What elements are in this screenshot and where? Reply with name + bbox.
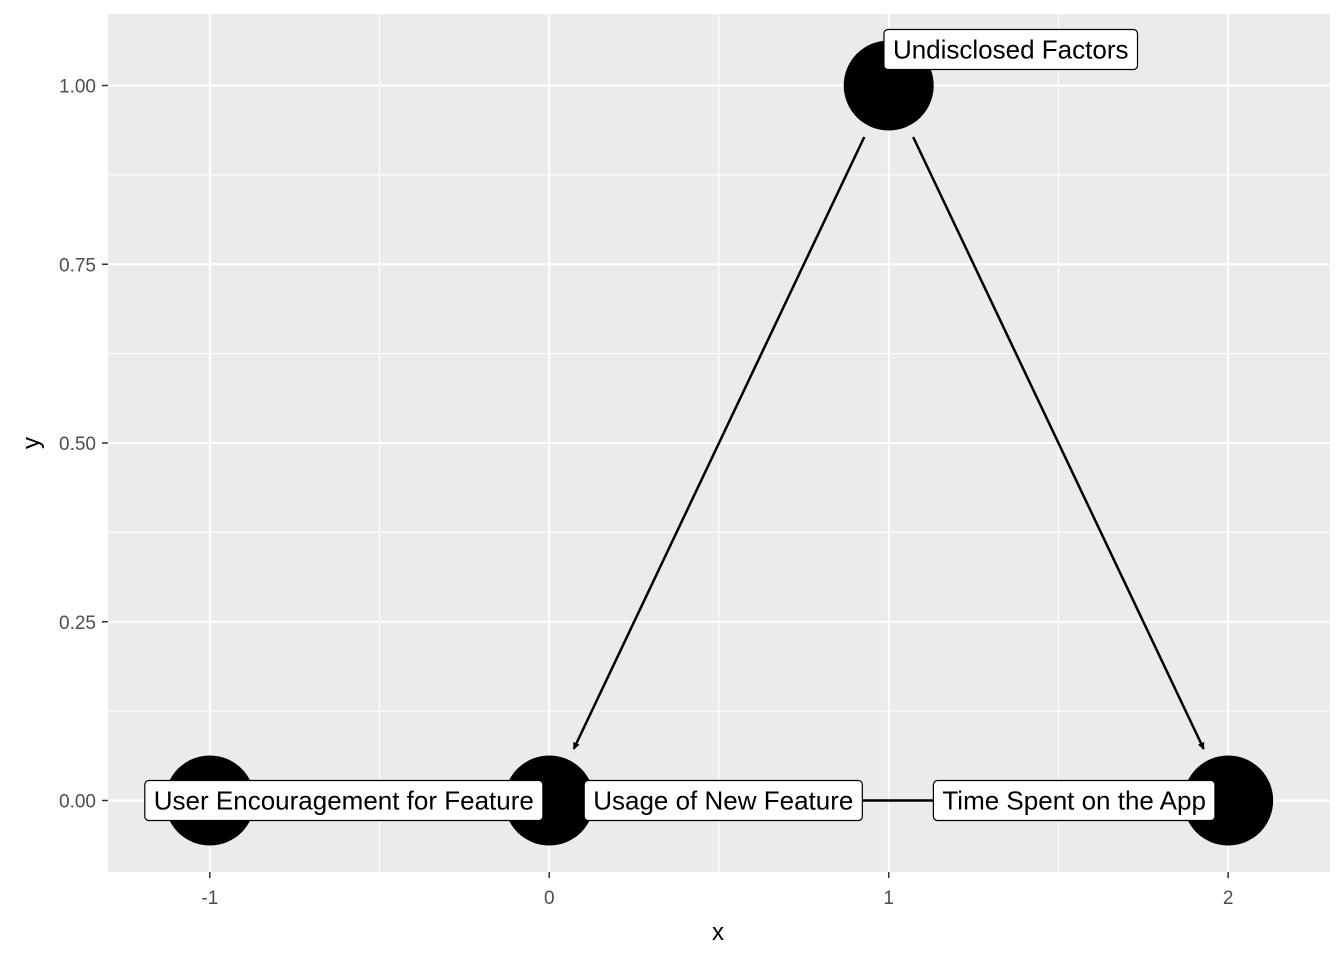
node-label-usage: Usage of New Feature	[583, 779, 863, 822]
x-tick-label: -1	[201, 888, 218, 909]
node-time	[1183, 755, 1274, 846]
y-axis-title: y	[18, 437, 45, 449]
edge-factors-to-usage	[572, 136, 866, 750]
y-tick-label: 0.00	[59, 792, 96, 813]
x-tick-label: 1	[883, 888, 894, 909]
node-label-time: Time Spent on the App	[932, 779, 1216, 822]
y-tick-label: 0.75	[59, 255, 96, 276]
y-axis: 0.00 0.25 0.50 0.75 1.00	[59, 77, 108, 813]
x-tick-label: 0	[544, 888, 555, 909]
node-label-box	[883, 28, 1139, 71]
node-usage	[504, 755, 595, 846]
node-label-box	[583, 779, 863, 822]
node-label-encouragement: User Encouragement for Feature	[144, 779, 544, 822]
x-axis-title: x	[712, 919, 724, 946]
y-tick-label: 0.25	[59, 613, 96, 634]
y-tick-label: 0.50	[59, 434, 96, 455]
node-label-text: User Encouragement for Feature	[154, 786, 534, 816]
node-label-text: Undisclosed Factors	[893, 35, 1129, 65]
node-label-text: Usage of New Feature	[593, 786, 853, 816]
node-labels: User Encouragement for Feature Usage of N…	[144, 28, 1216, 822]
node-label-text: Time Spent on the App	[942, 786, 1206, 816]
node-label-factors: Undisclosed Factors	[883, 28, 1139, 71]
x-axis: -1 0 1 2	[201, 872, 1233, 909]
edge-factors-to-time	[912, 136, 1205, 750]
node-label-box	[932, 779, 1216, 822]
node-label-box	[144, 779, 544, 822]
y-tick-label: 1.00	[59, 77, 96, 98]
x-tick-label: 2	[1223, 888, 1234, 909]
